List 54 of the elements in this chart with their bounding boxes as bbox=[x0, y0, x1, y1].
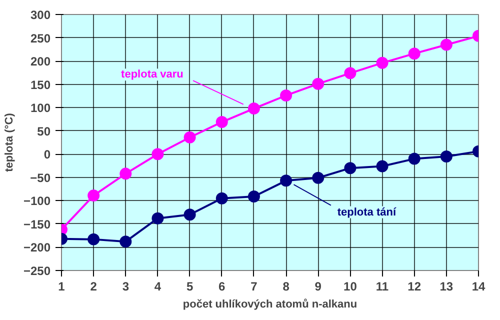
y-tick-label: −250 bbox=[23, 264, 51, 278]
x-tick-label: 7 bbox=[250, 280, 258, 294]
y-tick-label: 100 bbox=[30, 101, 51, 116]
x-tick-label: 5 bbox=[186, 280, 194, 294]
y-tick-label: 50 bbox=[37, 124, 51, 138]
point bbox=[248, 190, 260, 202]
point bbox=[184, 131, 196, 144]
y-tick-label: 250 bbox=[30, 31, 51, 46]
point bbox=[216, 116, 228, 128]
x-tick-label: 2 bbox=[90, 280, 98, 294]
point bbox=[216, 192, 228, 204]
point bbox=[88, 233, 100, 246]
x-tick-label: 6 bbox=[218, 280, 226, 294]
point bbox=[184, 208, 196, 221]
x-tick-label: 1 bbox=[58, 280, 66, 294]
point bbox=[120, 236, 132, 248]
point bbox=[440, 150, 452, 162]
point bbox=[152, 212, 164, 224]
y-tick-label: −150 bbox=[23, 217, 51, 232]
point bbox=[344, 162, 356, 174]
point bbox=[248, 102, 260, 115]
text: teplota varu bbox=[121, 68, 184, 81]
x-tick-label: 12 bbox=[408, 280, 422, 294]
point bbox=[440, 38, 452, 51]
point bbox=[408, 48, 420, 60]
point bbox=[312, 78, 324, 90]
x-tick-label: 10 bbox=[344, 280, 358, 294]
y-tick-label: 300 bbox=[30, 8, 51, 22]
y-tick-label: 0 bbox=[44, 148, 51, 162]
x-tick-label: 4 bbox=[154, 280, 162, 294]
point bbox=[376, 56, 388, 69]
x-tick-label: 11 bbox=[376, 280, 389, 294]
y-tick-label: −50 bbox=[30, 170, 51, 185]
point bbox=[152, 148, 164, 160]
x-tick-label: 3 bbox=[122, 280, 130, 294]
y-tick-label: −100 bbox=[23, 194, 51, 208]
x-axis-title: počet uhlíkových atomů n-alkanu bbox=[182, 298, 358, 310]
x-tick-label: 9 bbox=[314, 280, 322, 294]
point bbox=[408, 152, 420, 165]
y-axis-title: teplota (°C) bbox=[3, 112, 16, 172]
text: teplota tání bbox=[337, 206, 397, 218]
point bbox=[88, 190, 100, 202]
y-tick-label: −200 bbox=[23, 240, 51, 255]
y-tick-label: 200 bbox=[30, 54, 51, 69]
point bbox=[344, 67, 356, 80]
x-tick-label: 8 bbox=[282, 280, 290, 294]
point bbox=[120, 168, 132, 180]
x-tick-label: 13 bbox=[440, 280, 454, 294]
x-tick-label: 14 bbox=[472, 280, 486, 294]
y-tick-label: 150 bbox=[30, 78, 51, 92]
point bbox=[312, 172, 324, 184]
point bbox=[376, 160, 388, 172]
point bbox=[280, 174, 292, 187]
point bbox=[280, 90, 292, 102]
